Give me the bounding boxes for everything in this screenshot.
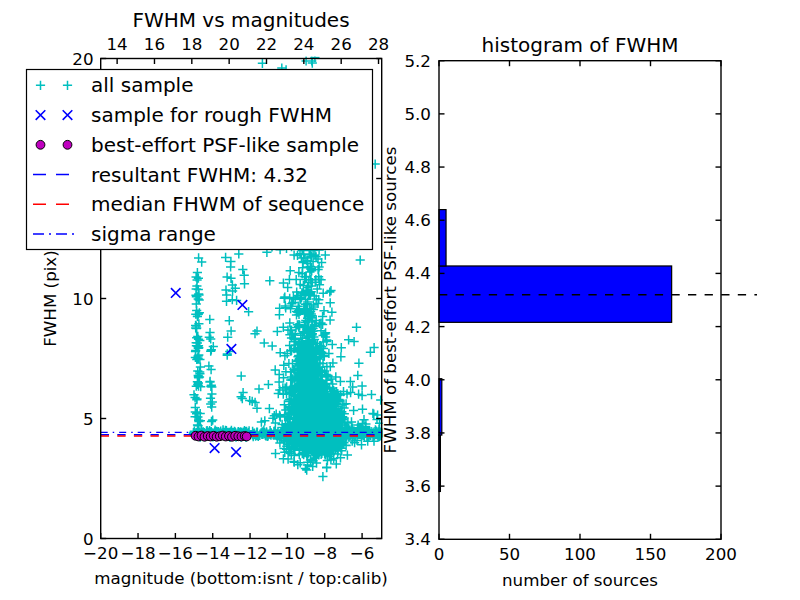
hist-y-tick-label: 4.2 [404, 317, 431, 337]
x-top-tick-label: 26 [331, 34, 352, 54]
hist-y-tick-label: 4.8 [404, 157, 431, 177]
hist-y-tick-label: 3.4 [404, 529, 431, 549]
hist-x-tick-label: 0 [434, 544, 445, 564]
hist-y-tick-label: 4.6 [404, 210, 431, 230]
x-tick-label: −14 [195, 543, 230, 563]
legend-label: sigma range [91, 222, 216, 246]
x-top-tick-label: 22 [256, 34, 277, 54]
hist-x-tick-label: 100 [564, 544, 596, 564]
y-tick-label: 5 [83, 409, 94, 429]
right-plot: 0 50 100 150 200 3.4 3.6 3.8 4.0 4.2 4.4 4.6 4.8 5.0 5… [404, 51, 757, 564]
hist-y-tick-label: 5.2 [404, 51, 431, 71]
legend-label: sample for rough FWHM [91, 103, 332, 127]
legend-circle-marker [36, 140, 45, 149]
x-top-tick-label: 16 [144, 34, 165, 54]
x-tick-label: −18 [120, 543, 155, 563]
hist-y-tick-label: 3.6 [404, 476, 431, 496]
legend-circle-marker [63, 140, 72, 149]
x-top-tick-label: 24 [293, 34, 314, 54]
hist-x-tick-label: 50 [499, 544, 520, 564]
x-tick-label: −12 [232, 543, 267, 563]
legend-label: resultant FWHM: 4.32 [91, 163, 308, 187]
hist-y-tick-label: 5.0 [404, 104, 431, 124]
legend-box: all sample sample for rough FWHM best-effo… [27, 70, 373, 250]
hist-x-tick-label: 200 [705, 544, 737, 564]
x-tick-label: −6 [350, 543, 375, 563]
x-top-tick-label: 20 [219, 34, 240, 54]
y-tick-label: 10 [72, 289, 93, 309]
hist-x-tick-label: 150 [635, 544, 667, 564]
x-top-tick-label: 18 [181, 34, 202, 54]
right-plot-ylabel: FWHM of best-effort PSF-like sources [380, 147, 400, 454]
y-tick-label: 20 [72, 49, 93, 69]
left-plot-ylabel: FWHM (pix) [40, 250, 60, 346]
right-plot-title: histogram of FWHM [482, 33, 679, 57]
legend-label: best-effort PSF-like sample [91, 133, 359, 157]
psf-like-sample-point [242, 432, 251, 441]
x-tick-label: −16 [158, 543, 193, 563]
y-tick-label: 0 [83, 529, 94, 549]
left-plot-title: FWHM vs magnitudes [132, 8, 349, 32]
x-tick-label: −8 [312, 543, 337, 563]
x-top-tick-label: 14 [107, 34, 128, 54]
legend-label: median FHWM of sequence [91, 192, 364, 216]
left-plot-xlabel: magnitude (bottom:isnt / top:calib) [94, 568, 387, 588]
x-tick-label: −10 [270, 543, 305, 563]
hist-y-tick-label: 3.8 [404, 423, 431, 443]
hist-y-tick-label: 4.4 [404, 263, 431, 283]
right-plot-xlabel: number of sources [502, 570, 658, 590]
histogram-bar [439, 210, 446, 266]
hist-y-tick-label: 4.0 [404, 370, 431, 390]
x-top-tick-label: 28 [368, 34, 389, 54]
figure: −20−18−16−14−12−10−8−6141618202224262805… [0, 0, 800, 600]
legend-label: all sample [91, 73, 193, 97]
